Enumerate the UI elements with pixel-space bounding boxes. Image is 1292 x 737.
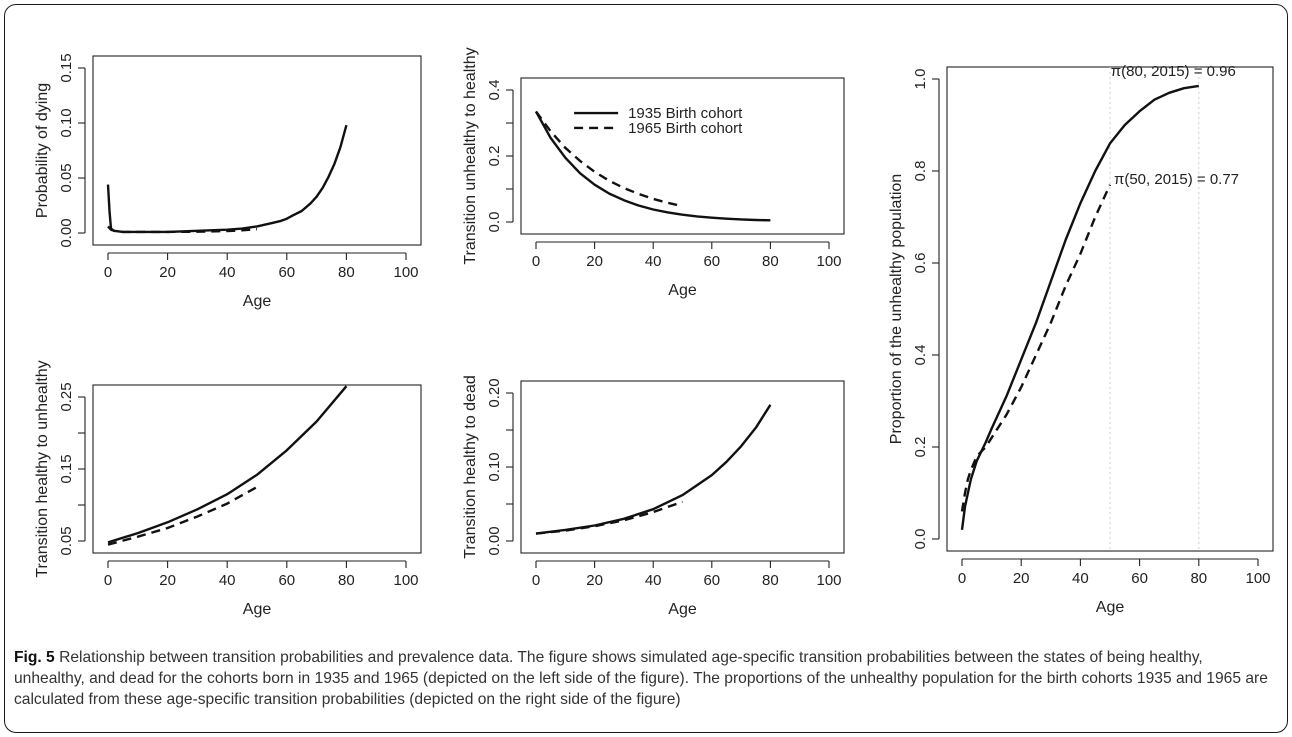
figure-canvas: 0 20 40 60 80 100Age0.000.050.100.15Probabili… [34, 47, 1274, 618]
y-tick-label: 0.00 [486, 526, 503, 555]
series-line-1935 [535, 404, 772, 535]
y-axis-label: Probability of dying [34, 83, 51, 218]
panel-proportion-unhealthy: 0 20 40 60 80 100 Age 0.0 0.2 0.4 0.6 0.8 1.0 Proport… [888, 63, 1274, 616]
x-tick-label: 100 [816, 572, 841, 589]
panel-dying: 0 20 40 60 80 100 Age 0.00 0.05 0.10 0.15 Probabili… [34, 53, 422, 310]
x-tick-label: 20 [1013, 570, 1030, 587]
y-tick-label: 0.05 [58, 163, 75, 192]
series-line-1965 [107, 485, 258, 546]
x-tick-label: 80 [762, 253, 779, 270]
legend-entry: 1965 Birth cohort [628, 120, 743, 137]
x-tick-label: 60 [278, 572, 295, 589]
x-axis-label: Age [668, 601, 697, 618]
y-tick-label: 0.20 [486, 378, 503, 407]
y-tick-label: 0.6 [912, 253, 929, 274]
y-tick-label: 0.25 [58, 382, 75, 411]
y-tick-label: 0.2 [912, 437, 929, 458]
x-tick-label: 0 [104, 264, 112, 281]
panel-unhealthy-to-healthy: 0 20 40 60 80 100 Age 0.0 0.2 0.4 Transition unhea… [462, 47, 845, 299]
x-tick-label: 40 [219, 572, 236, 589]
y-axis-label: Transition unhealthy to healthy [462, 47, 479, 264]
y-axis-label: Transition healthy to dead [462, 375, 479, 559]
y-tick-label: 0.8 [912, 161, 929, 182]
x-tick-label: 0 [958, 570, 966, 587]
x-tick-label: 80 [338, 572, 355, 589]
x-axis-label: Age [1096, 599, 1125, 616]
x-tick-label: 100 [393, 572, 418, 589]
x-tick-label: 20 [159, 572, 176, 589]
series-line-1965 [107, 225, 258, 234]
series-line-1965 [535, 500, 683, 535]
series-line-1935 [534, 110, 771, 222]
figure-caption: Fig. 5 Relationship between transition p… [14, 647, 1276, 710]
y-tick-label: 0.05 [58, 526, 75, 555]
annotation-label: π(50, 2015) = 0.77 [1114, 171, 1239, 188]
x-tick-label: 20 [159, 264, 176, 281]
x-tick-label: 40 [645, 572, 662, 589]
x-tick-label: 100 [816, 253, 841, 270]
x-tick-label: 20 [586, 253, 603, 270]
y-tick-label: 1.0 [912, 69, 929, 90]
y-tick-label: 0.4 [486, 80, 503, 101]
y-axis-label: Transition healthy to unhealthy [34, 360, 51, 577]
x-tick-label: 0 [532, 253, 540, 270]
x-tick-label: 60 [1131, 570, 1148, 587]
caption-text: Relationship between transition probabil… [14, 649, 1268, 708]
x-axis-label: Age [668, 282, 697, 299]
series-line-1935 [106, 124, 348, 234]
x-tick-label: 80 [1190, 570, 1207, 587]
y-tick-label: 0.10 [486, 452, 503, 481]
y-tick-label: 0.15 [58, 53, 75, 82]
series-line-1965 [535, 110, 683, 208]
y-tick-label: 0.0 [486, 212, 503, 233]
figure-label: Fig. 5 [14, 649, 55, 666]
panel-healthy-to-dead: 0 20 40 60 80 100 Age 0.00 0.10 0.20 Transition he… [462, 375, 845, 618]
panel-healthy-to-unhealthy: 0 20 40 60 80 100 Age 0.05 0.15 0.25 Transition he… [34, 360, 422, 618]
y-tick-label: 0.4 [912, 345, 929, 366]
x-axis-label: Age [243, 601, 272, 618]
x-tick-label: 0 [532, 572, 540, 589]
x-axis-label: Age [243, 293, 272, 310]
x-tick-label: 80 [762, 572, 779, 589]
x-tick-label: 40 [219, 264, 236, 281]
legend-entry: 1935 Birth cohort [628, 105, 743, 122]
y-tick-label: 0.15 [58, 454, 75, 483]
series-line-1965 [960, 184, 1112, 512]
x-tick-label: 100 [393, 264, 418, 281]
plot-box [92, 55, 422, 246]
x-tick-label: 60 [278, 264, 295, 281]
plot-box [92, 384, 422, 554]
y-axis-label: Proportion of the unhealthy population [888, 174, 905, 444]
series-line-1935 [960, 84, 1199, 530]
y-tick-label: 0.0 [912, 529, 929, 550]
series-line-1935 [107, 385, 348, 544]
x-tick-label: 20 [586, 572, 603, 589]
y-tick-label: 0.00 [58, 218, 75, 247]
x-tick-label: 60 [703, 253, 720, 270]
figure-frame [4, 4, 1288, 733]
x-tick-label: 0 [104, 572, 112, 589]
y-tick-label: 0.10 [58, 108, 75, 137]
plot-box [520, 77, 845, 235]
x-tick-label: 100 [1245, 570, 1270, 587]
x-tick-label: 40 [645, 253, 662, 270]
annotation-label: π(80, 2015) = 0.96 [1111, 63, 1236, 80]
x-tick-label: 40 [1072, 570, 1089, 587]
y-tick-label: 0.2 [486, 146, 503, 167]
plot-box [520, 380, 845, 554]
x-tick-label: 80 [338, 264, 355, 281]
x-tick-label: 60 [703, 572, 720, 589]
